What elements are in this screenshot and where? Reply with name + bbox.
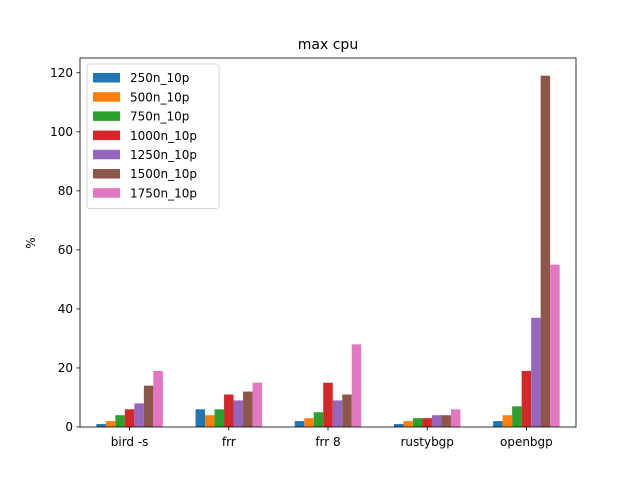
legend-label: 250n_10p <box>130 71 189 85</box>
bar-500n_10p-frr <box>205 415 215 427</box>
chart-title: max cpu <box>298 37 358 53</box>
bar-1000n_10p-rustybgp <box>422 418 432 427</box>
bar-1750n_10p-bird-s <box>153 370 163 427</box>
axes-group: 0 20 40 60 80 100 120 bird -s frr frr 8 rustybgp op… <box>50 57 577 449</box>
bar-1500n_10p-frr <box>243 391 253 427</box>
bar-250n_10p-rustybgp <box>393 424 404 427</box>
bar-750n_10p-bird-s <box>115 415 125 427</box>
bars-group <box>96 75 560 427</box>
bar-1250n_10p-frr <box>233 400 244 427</box>
bar-1750n_10p-rustybgp <box>450 409 461 427</box>
bar-1000n_10p-frr8 <box>323 382 333 427</box>
legend-label: 500n_10p <box>130 90 189 104</box>
bar-250n_10p-openbgp <box>493 421 503 427</box>
x-tick-label: openbgp <box>500 435 553 449</box>
bar-1250n_10p-frr8 <box>332 400 343 427</box>
bar-250n_10p-frr <box>195 409 206 427</box>
bar-1750n_10p-frr <box>252 382 263 427</box>
legend-label: 1750n_10p <box>130 186 197 200</box>
legend-swatch <box>93 111 120 121</box>
y-tick-label: 20 <box>58 361 73 375</box>
bar-1500n_10p-openbgp <box>540 75 551 427</box>
x-tick-label: bird -s <box>111 435 149 449</box>
legend-label: 1250n_10p <box>130 148 197 162</box>
legend-swatch <box>93 92 120 102</box>
bar-1250n_10p-bird-s <box>134 403 144 427</box>
legend-label: 1500n_10p <box>130 167 197 181</box>
bar-1500n_10p-bird-s <box>143 385 154 427</box>
legend-swatch <box>93 73 120 83</box>
legend-swatch <box>93 169 120 179</box>
y-tick-label: 60 <box>58 243 73 257</box>
bar-750n_10p-openbgp <box>512 406 522 427</box>
bar-500n_10p-frr8 <box>304 418 314 427</box>
x-tick-label: frr 8 <box>315 435 340 449</box>
y-tick-label: 80 <box>58 184 73 198</box>
y-tick-label: 120 <box>50 66 73 80</box>
bar-500n_10p-rustybgp <box>403 421 413 427</box>
bar-1250n_10p-openbgp <box>531 317 541 427</box>
bar-1750n_10p-frr8 <box>351 344 362 427</box>
bar-750n_10p-frr8 <box>313 412 324 427</box>
bar-1500n_10p-frr8 <box>342 394 352 427</box>
bar-1750n_10p-openbgp <box>550 264 560 427</box>
y-tick-label: 100 <box>50 125 73 139</box>
y-tick-label: 0 <box>65 420 73 434</box>
bar-250n_10p-frr8 <box>294 421 305 427</box>
y-tick-label: 40 <box>58 302 73 316</box>
bar-750n_10p-rustybgp <box>412 418 423 427</box>
legend-swatch <box>93 130 120 141</box>
bar-1500n_10p-rustybgp <box>441 415 451 427</box>
y-axis-label: % <box>24 237 38 248</box>
bar-250n_10p-bird-s <box>96 424 106 427</box>
bar-1000n_10p-bird-s <box>124 409 135 427</box>
bar-500n_10p-bird-s <box>105 421 116 427</box>
bar-500n_10p-openbgp <box>502 415 513 427</box>
bar-1000n_10p-openbgp <box>521 370 532 427</box>
bar-750n_10p-frr <box>214 409 225 427</box>
legend-label: 750n_10p <box>130 110 189 124</box>
legend-swatch <box>93 149 120 160</box>
legend-label: 1000n_10p <box>130 129 197 143</box>
x-tick-label: frr <box>222 435 236 449</box>
bar-1000n_10p-frr <box>224 394 234 427</box>
bar-1250n_10p-rustybgp <box>431 415 442 427</box>
legend-swatch <box>93 188 120 198</box>
x-tick-label: rustybgp <box>400 435 453 449</box>
legend: 250n_10p 500n_10p 750n_10p 1000n_10p 1250n_1… <box>86 63 220 209</box>
